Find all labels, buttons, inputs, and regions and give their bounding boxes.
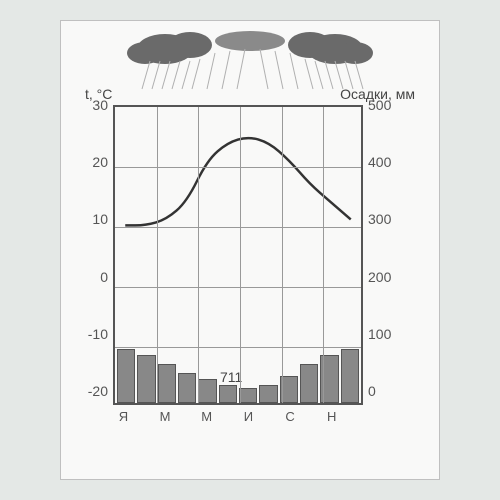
month-label: [175, 409, 196, 424]
precip-bar: [178, 373, 196, 403]
precip-bar: [198, 379, 216, 403]
ytick-left: -20: [81, 384, 108, 398]
climograph-card: t, °C Осадки, мм 3020100-10-20 711 50040…: [60, 20, 440, 480]
month-label: [300, 409, 321, 424]
ytick-left: 20: [81, 155, 108, 169]
plot: 711: [113, 105, 363, 405]
month-label: [259, 409, 280, 424]
ytick-left: -10: [81, 327, 108, 341]
precip-bar: [219, 385, 237, 403]
cloud-decoration: [81, 31, 419, 86]
precip-bar: [300, 364, 318, 403]
ytick-left: 0: [81, 270, 108, 284]
ytick-left: 30: [81, 98, 108, 112]
ytick-right: 300: [368, 212, 395, 226]
ytick-left: 10: [81, 212, 108, 226]
precip-bar: [259, 385, 277, 403]
gridline-v: [240, 107, 241, 403]
month-label: С: [280, 409, 301, 424]
month-label: М: [196, 409, 217, 424]
month-label: М: [155, 409, 176, 424]
ytick-right: 200: [368, 270, 395, 284]
month-label: [134, 409, 155, 424]
precip-bar: [239, 388, 257, 403]
gridline-v: [323, 107, 324, 403]
gridline-v: [198, 107, 199, 403]
month-label: [342, 409, 363, 424]
ytick-right: 400: [368, 155, 395, 169]
precip-bar: [158, 364, 176, 403]
right-axis-ticks: 5004003002001000: [363, 105, 395, 405]
ytick-right: 100: [368, 327, 395, 341]
month-labels: Я М М И С Н: [113, 409, 363, 424]
precip-bar: [137, 355, 155, 403]
precip-bar: [117, 349, 135, 403]
gridline-v: [282, 107, 283, 403]
month-label: И: [238, 409, 259, 424]
month-label: [217, 409, 238, 424]
precip-bar: [341, 349, 359, 403]
month-label: Н: [321, 409, 342, 424]
chart-area: 3020100-10-20 711 5004003002001000: [81, 105, 419, 405]
gridline-v: [157, 107, 158, 403]
ytick-right: 500: [368, 98, 395, 112]
ytick-right: 0: [368, 384, 395, 398]
left-axis-ticks: 3020100-10-20: [81, 105, 113, 405]
month-label: Я: [113, 409, 134, 424]
